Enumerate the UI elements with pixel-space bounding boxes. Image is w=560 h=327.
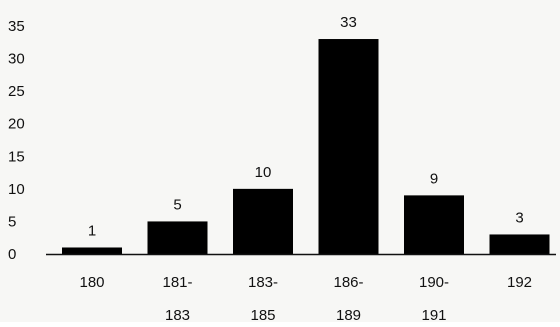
x-tick-label: 189 (336, 307, 361, 322)
bar-value-label: 3 (515, 209, 523, 226)
x-tick-label: 181- (162, 274, 192, 291)
x-tick-label: 190- (419, 274, 449, 291)
x-tick-label: 186- (333, 274, 363, 291)
bar (233, 188, 293, 254)
bars (62, 39, 550, 255)
x-tick-label: 180 (79, 274, 104, 291)
y-tick-label: 20 (8, 116, 25, 133)
bar-value-label: 33 (340, 14, 357, 31)
x-tick-label: 183 (165, 307, 190, 322)
y-tick-label: 30 (8, 51, 25, 68)
bar (489, 234, 550, 254)
x-tick-label: 183- (248, 274, 278, 291)
x-tick-label: 192 (507, 274, 532, 291)
x-tick-label: 185 (250, 307, 275, 322)
bar (62, 247, 122, 254)
bar-value-label: 1 (88, 222, 96, 239)
x-tick-label: 191 (421, 307, 446, 322)
bar-value-label: 9 (430, 170, 438, 187)
y-tick-label: 35 (8, 18, 25, 35)
y-tick-label: 15 (8, 148, 25, 165)
bar-value-label: 5 (173, 196, 181, 213)
y-axis: 0 5 10 15 20 25 30 35 (8, 18, 25, 263)
bar-value-label: 10 (255, 164, 272, 181)
bar (318, 39, 379, 255)
bar (404, 195, 464, 254)
y-tick-label: 5 (8, 213, 16, 230)
y-tick-label: 25 (8, 83, 25, 100)
y-tick-label: 0 (8, 246, 16, 263)
bar (147, 221, 208, 254)
x-axis-labels: 180 181- 183 183- 185 186- 189 190- 191 192 (79, 274, 532, 324)
y-tick-label: 10 (8, 181, 25, 198)
data-labels: 1 5 10 33 9 3 (88, 14, 524, 239)
